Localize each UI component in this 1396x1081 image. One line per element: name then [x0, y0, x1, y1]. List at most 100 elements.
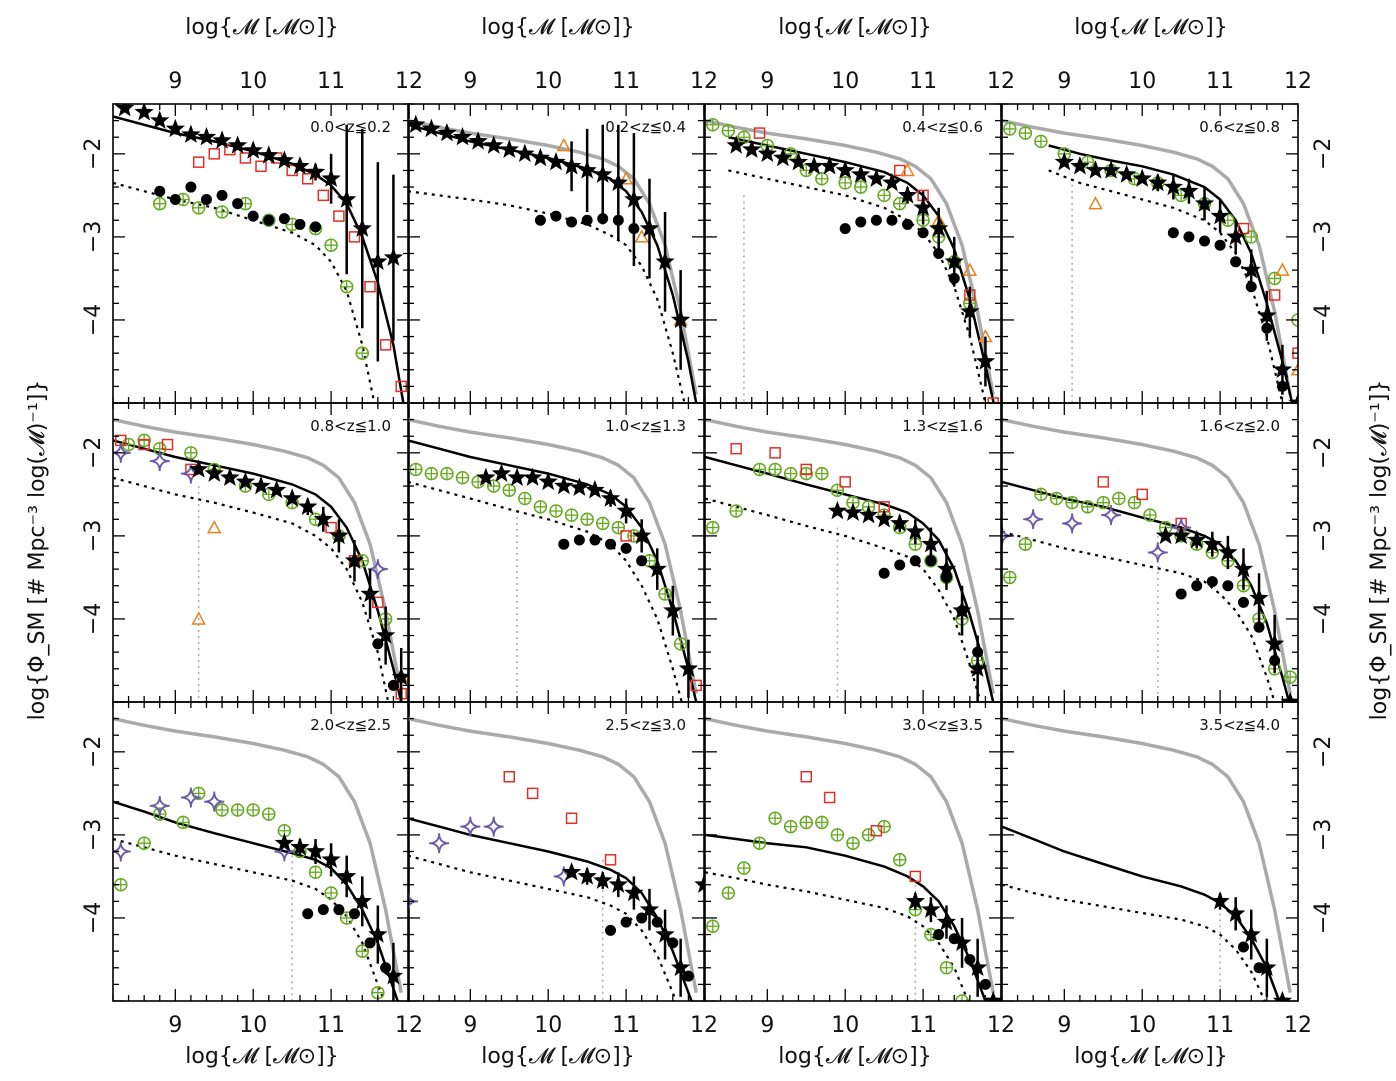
- purple-star-point: [1002, 525, 1013, 546]
- black-dot-point: [566, 216, 578, 228]
- red-square-point: [1237, 222, 1250, 235]
- x-tick-label-bottom: 9: [1057, 1013, 1071, 1038]
- star-point: [1210, 205, 1230, 225]
- star-point: [921, 534, 941, 553]
- model-curve: [408, 439, 698, 702]
- red-square-point: [317, 189, 330, 202]
- red-square-point: [604, 854, 617, 866]
- reference-curve: [113, 716, 403, 994]
- star-point: [212, 130, 232, 149]
- x-tick-label-top: 11: [1206, 69, 1234, 94]
- green-point-cross: [784, 147, 797, 160]
- star-point: [329, 525, 349, 545]
- orange-triangle-point: [900, 162, 915, 177]
- panel-5: 0.8<z≦1.0 −2 −3 −4: [81, 402, 410, 703]
- top-axis-label-3: log{𝓜 [𝓜⊙]}: [778, 15, 931, 40]
- star-point: [866, 168, 886, 187]
- black-dot-point: [317, 904, 329, 916]
- x-tick-label-bottom: 11: [612, 1013, 640, 1038]
- x-tick-label-bottom: 11: [909, 1013, 937, 1038]
- panel-4: 0.6<z≦0.8 9 10 11 12 −2 −3 −4: [1001, 69, 1336, 404]
- y-tick-label-left: −2: [81, 138, 106, 170]
- panel-plot-area: [113, 104, 407, 403]
- star-point: [251, 475, 271, 495]
- panel-6: 1.0<z≦1.3: [407, 402, 705, 703]
- star-point: [936, 911, 957, 931]
- black-dot-point: [1253, 621, 1265, 633]
- star-point: [274, 150, 294, 169]
- star-point: [663, 600, 683, 619]
- black-dot-point: [605, 924, 617, 936]
- green-point-cross: [1284, 671, 1297, 684]
- green-point-cross: [425, 467, 438, 480]
- star-point: [561, 156, 582, 175]
- redshift-label: 0.4<z≦0.6: [902, 118, 983, 136]
- reference-curve: [113, 417, 403, 695]
- black-dot-point: [216, 189, 228, 201]
- star-point: [624, 882, 644, 902]
- model-curve: [408, 123, 698, 403]
- red-square-point: [255, 160, 267, 173]
- star-point: [437, 122, 457, 142]
- reference-curve: [705, 118, 995, 396]
- star-point: [282, 488, 302, 507]
- green-point-cross: [893, 853, 906, 866]
- panel-10: 2.5<z≦3.0 9 10 11 12: [407, 701, 718, 1038]
- green-point-cross: [216, 205, 229, 218]
- star-point: [1132, 168, 1152, 187]
- red-square-point: [379, 339, 392, 351]
- star-point: [468, 131, 488, 150]
- y-tick-label-left: −3: [81, 520, 106, 552]
- orange-triangle-point: [618, 171, 634, 185]
- green-point-cross: [674, 637, 687, 650]
- black-dot-point: [263, 214, 275, 226]
- black-dot-point: [348, 908, 360, 920]
- star-point: [975, 351, 996, 370]
- star-point: [515, 143, 535, 163]
- panel-plot-area: [408, 716, 704, 1001]
- green-point-cross: [356, 945, 369, 958]
- green-point-cross: [1034, 135, 1047, 148]
- star-point: [608, 172, 628, 192]
- model-curve: [113, 439, 403, 702]
- green-point-cross: [706, 521, 719, 534]
- green-point-cross: [1097, 496, 1110, 509]
- red-square-point: [325, 521, 337, 534]
- star-point: [290, 837, 310, 856]
- green-point-cross: [1081, 500, 1094, 513]
- green-point-cross: [815, 467, 828, 480]
- star-point: [1218, 542, 1238, 561]
- red-square-point: [565, 812, 578, 825]
- green-point-cross: [456, 471, 469, 484]
- red-square-point: [364, 280, 376, 293]
- green-point-cross: [1003, 571, 1016, 584]
- star-point: [305, 841, 326, 860]
- green-point-cross: [1050, 492, 1063, 505]
- black-dot-point: [1175, 588, 1187, 600]
- model-dotted-curve: [705, 871, 970, 1001]
- x-tick-label-top: 9: [760, 69, 774, 94]
- green-point-cross: [784, 820, 797, 833]
- panel-plot-area: [113, 417, 409, 702]
- red-square-point: [348, 231, 361, 243]
- black-dot-point: [247, 210, 259, 222]
- x-tick-label-bottom: 9: [168, 1013, 182, 1038]
- star-point: [1117, 164, 1137, 183]
- star-point: [337, 866, 357, 885]
- purple-star-point: [113, 442, 131, 463]
- green-point-cross: [247, 803, 260, 816]
- red-square-point: [893, 164, 906, 177]
- x-tick-label-top: 12: [1284, 69, 1312, 94]
- black-dot-point: [636, 555, 648, 567]
- orange-triangle-point: [206, 520, 222, 534]
- green-point-cross: [1019, 538, 1032, 551]
- black-dot-point: [1237, 596, 1249, 608]
- star-point: [499, 139, 519, 158]
- star-point: [1249, 588, 1269, 607]
- x-tick-label-top: 12: [395, 69, 423, 94]
- star-point: [1265, 633, 1285, 653]
- green-point-cross: [356, 347, 369, 360]
- star-point: [600, 488, 621, 507]
- star-point: [569, 477, 589, 496]
- green-point-cross: [753, 837, 766, 850]
